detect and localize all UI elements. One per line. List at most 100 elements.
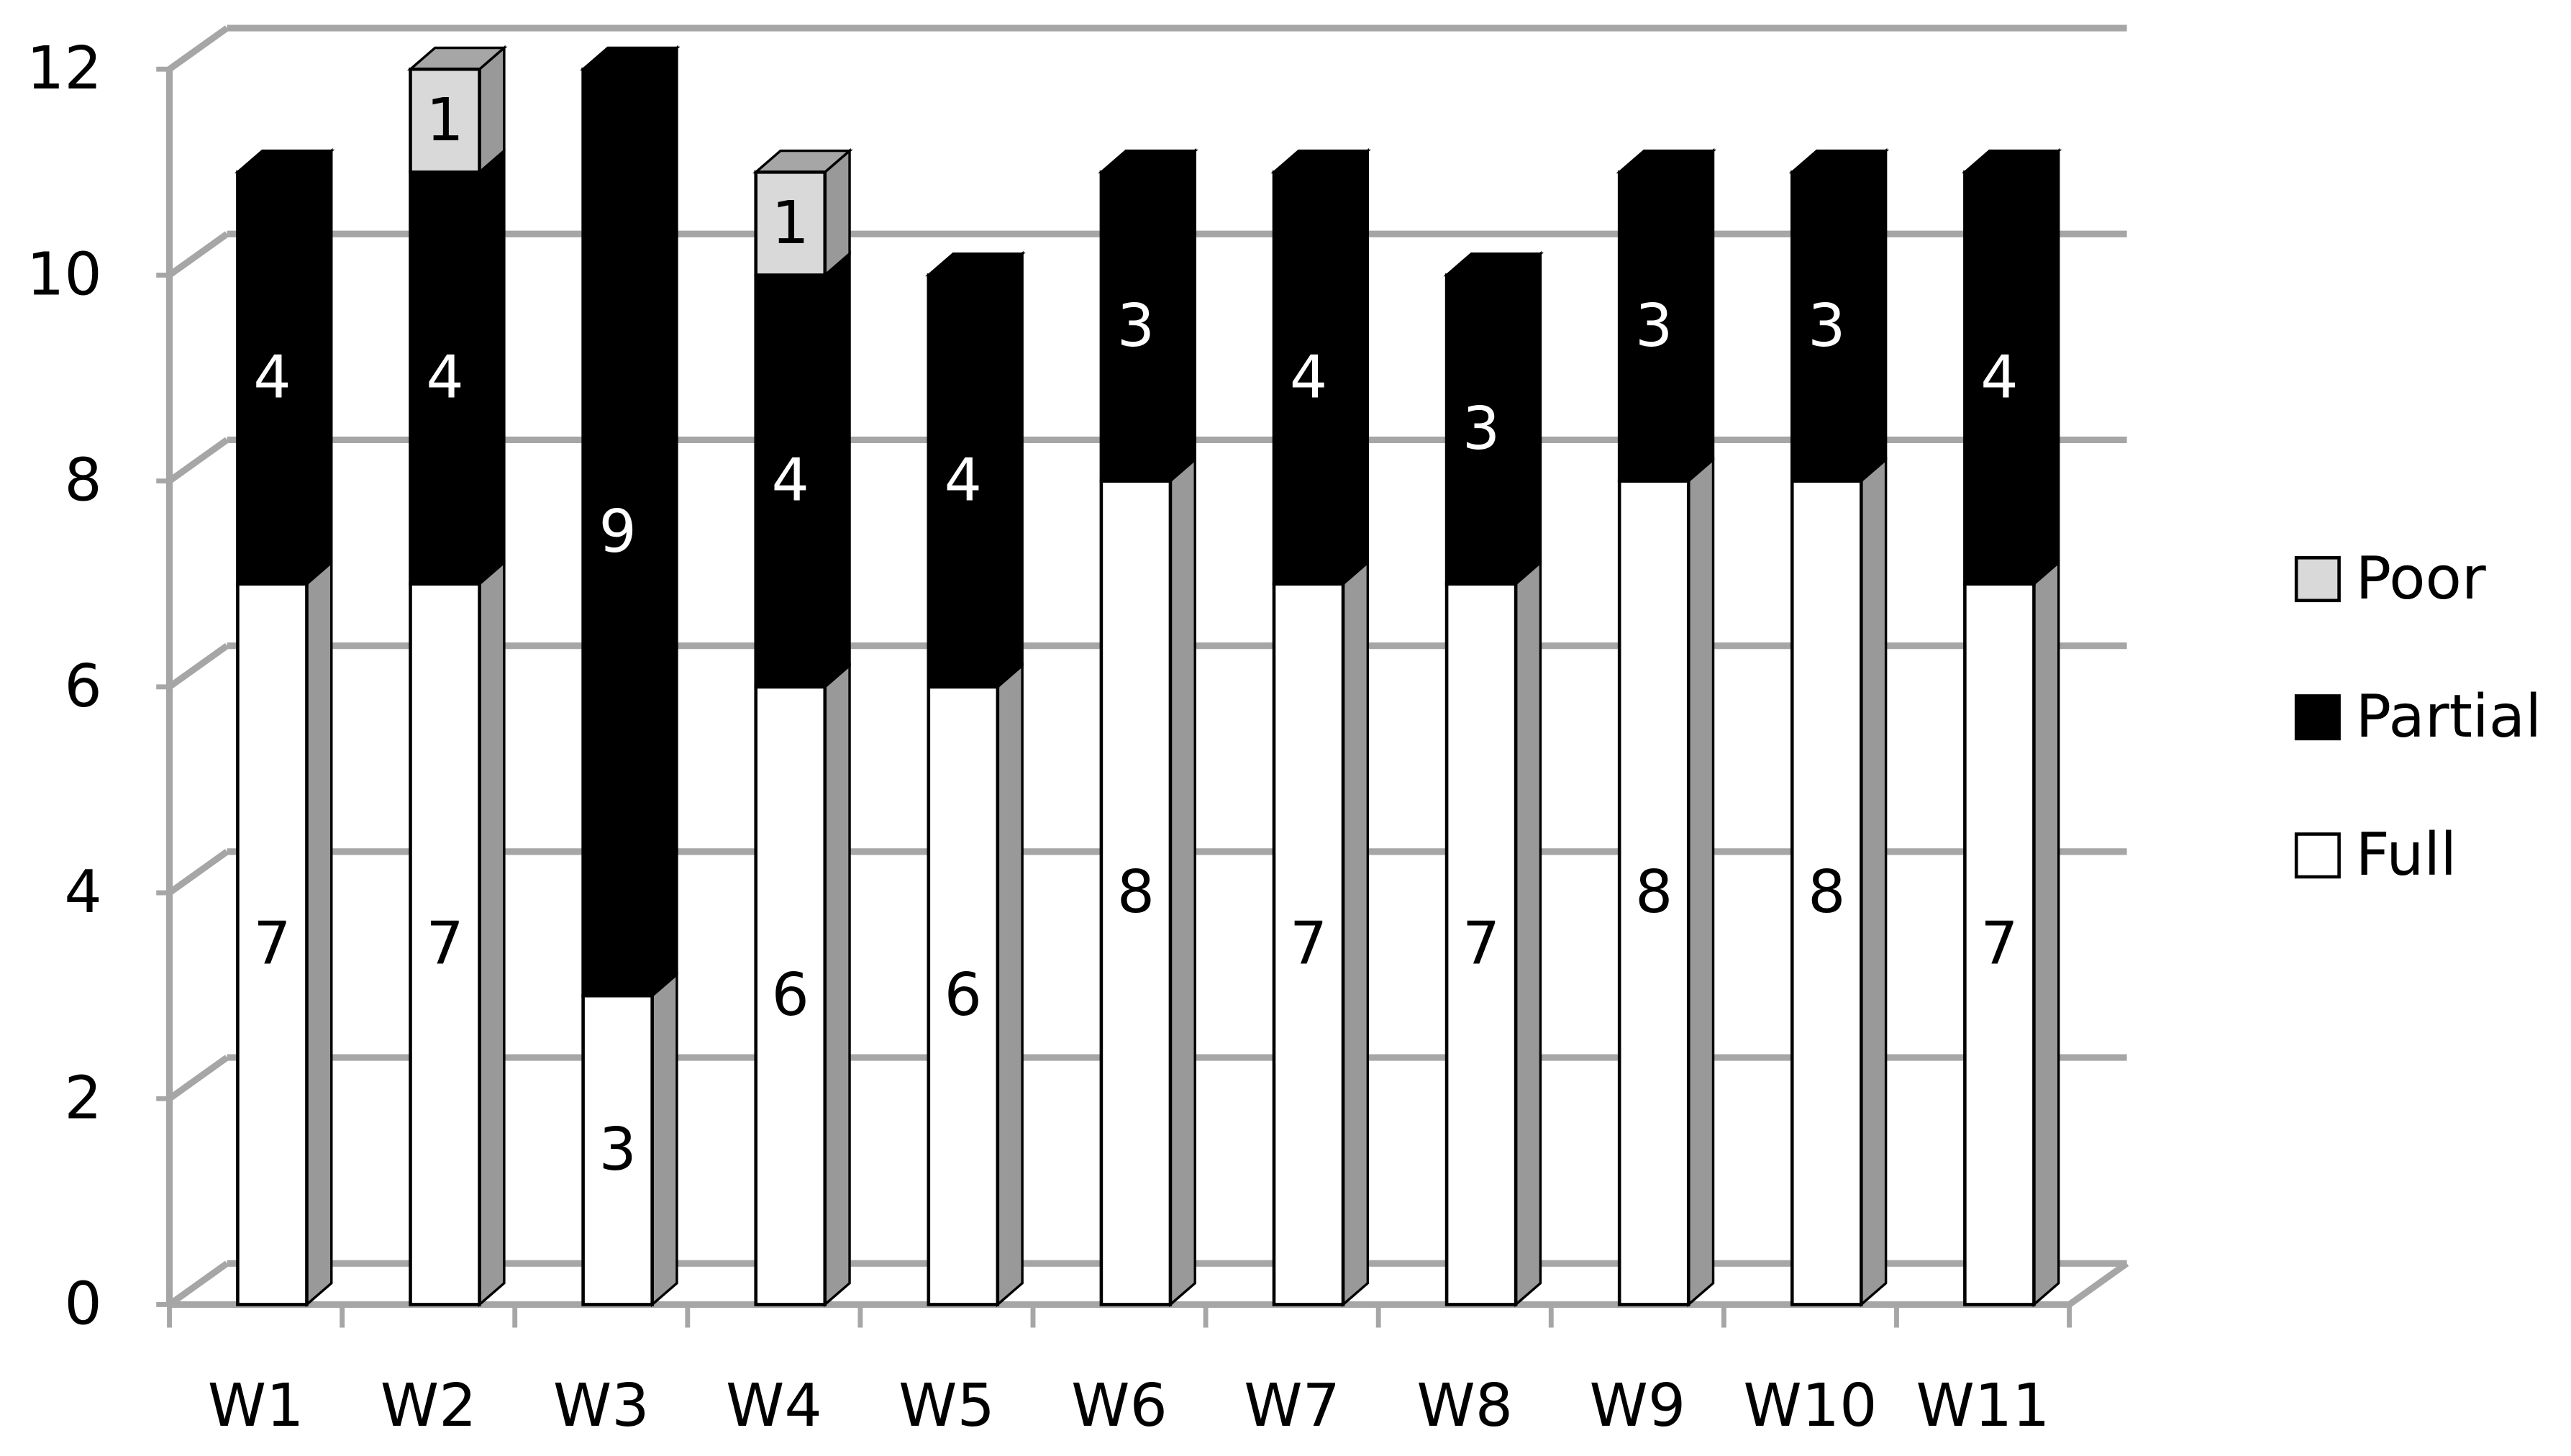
bar-side xyxy=(1342,147,1370,587)
data-label: 7 xyxy=(426,910,463,978)
bar-front xyxy=(1272,170,1345,586)
bar-side xyxy=(2032,560,2060,1308)
bar-segment xyxy=(234,147,335,587)
bar-segment xyxy=(927,663,1024,1308)
data-label: 9 xyxy=(599,498,636,566)
data-label: 3 xyxy=(1462,395,1500,463)
y-tick-label: 0 xyxy=(64,1270,101,1338)
bar-side xyxy=(1860,457,1888,1308)
grid-line-side xyxy=(167,231,229,278)
data-label: 3 xyxy=(1808,292,1845,360)
bar-segment xyxy=(580,45,681,998)
bar-segment xyxy=(1270,147,1371,587)
bar-front xyxy=(1790,479,1863,1306)
data-label: 6 xyxy=(945,961,982,1029)
bar-front xyxy=(1790,170,1863,483)
x-tick-label: W5 xyxy=(898,1372,995,1440)
x-tick-label: W10 xyxy=(1743,1372,1877,1440)
bar-segment xyxy=(1616,147,1717,484)
bar-front xyxy=(1444,273,1518,586)
bar-segment xyxy=(1443,250,1544,587)
grid-line-side xyxy=(167,25,229,72)
x-tick-label: W4 xyxy=(726,1372,822,1440)
bar-side xyxy=(1687,147,1715,484)
floor-edge xyxy=(2067,1260,2129,1308)
bar-side xyxy=(824,663,851,1308)
bar-front xyxy=(927,685,1000,1306)
data-label: 3 xyxy=(1635,292,1673,360)
bar-side xyxy=(824,250,851,690)
data-label: 4 xyxy=(1290,344,1327,412)
data-label: 3 xyxy=(1117,292,1155,360)
grid-line-side xyxy=(167,642,229,690)
bar-segment xyxy=(754,250,851,690)
x-tick-label: W2 xyxy=(381,1372,477,1440)
x-tick-label: W11 xyxy=(1916,1372,2049,1440)
legend-label: Full xyxy=(2355,821,2457,889)
bar-segment xyxy=(1961,147,2062,587)
bar-side xyxy=(2032,147,2060,587)
y-tick-label: 6 xyxy=(64,652,101,721)
legend-swatch xyxy=(2294,832,2341,879)
data-label: 6 xyxy=(772,961,809,1029)
bar-side xyxy=(305,560,333,1308)
bar-side xyxy=(1687,457,1715,1308)
data-label: 8 xyxy=(1635,858,1673,927)
data-label: 4 xyxy=(426,344,463,412)
bar-segment xyxy=(406,45,508,176)
bar-segment xyxy=(409,147,506,587)
legend-label: Partial xyxy=(2355,683,2542,751)
data-label: 7 xyxy=(1980,910,2018,978)
bar-side xyxy=(1169,457,1196,1308)
bar-side xyxy=(1514,250,1542,587)
x-tick-label: W6 xyxy=(1071,1372,1168,1440)
y-tick-label: 10 xyxy=(27,240,102,309)
bar-front xyxy=(754,685,827,1306)
bar-front xyxy=(1963,582,2036,1306)
bar-front xyxy=(581,993,654,1306)
bar-segment xyxy=(1788,147,1890,484)
data-label: 4 xyxy=(945,447,982,515)
data-label: 4 xyxy=(253,344,291,412)
bar-segment xyxy=(1963,560,2060,1308)
data-label: 1 xyxy=(772,189,809,258)
data-label: 1 xyxy=(426,86,463,155)
legend-swatch xyxy=(2294,694,2341,741)
data-label: 7 xyxy=(1290,910,1327,978)
x-tick-label: W8 xyxy=(1416,1372,1513,1440)
y-tick-label: 2 xyxy=(64,1064,101,1132)
x-tick-label: W3 xyxy=(553,1372,650,1440)
bar-segment xyxy=(1099,457,1196,1308)
bar-segment xyxy=(1790,457,1888,1308)
bar-front xyxy=(409,67,481,174)
bar-front xyxy=(1099,479,1173,1306)
data-label: 3 xyxy=(599,1116,636,1184)
legend-swatch xyxy=(2294,556,2341,603)
bar-side xyxy=(1860,147,1888,484)
bar-front xyxy=(1617,170,1691,483)
bar-front xyxy=(927,273,1000,689)
x-tick-label: W7 xyxy=(1244,1372,1340,1440)
bar-side xyxy=(305,147,333,587)
bar-side xyxy=(1514,560,1542,1308)
y-tick-label: 8 xyxy=(64,447,101,515)
bar-segment xyxy=(236,560,333,1308)
data-label: 4 xyxy=(772,447,809,515)
bar-side xyxy=(996,663,1024,1308)
bar-front xyxy=(236,582,309,1306)
data-label: 8 xyxy=(1808,858,1845,927)
bar-front xyxy=(409,582,481,1306)
bar-segment xyxy=(1617,457,1715,1308)
bar-front xyxy=(236,170,309,586)
data-label: 8 xyxy=(1117,858,1155,927)
bar-segment xyxy=(752,147,853,278)
bar-front xyxy=(409,170,481,586)
data-label: 7 xyxy=(1462,910,1500,978)
grid-line-side xyxy=(167,437,229,484)
bar-segment xyxy=(409,560,506,1308)
bar-segment xyxy=(754,663,851,1308)
y-tick-label: 4 xyxy=(64,858,101,927)
bar-side xyxy=(996,250,1024,690)
